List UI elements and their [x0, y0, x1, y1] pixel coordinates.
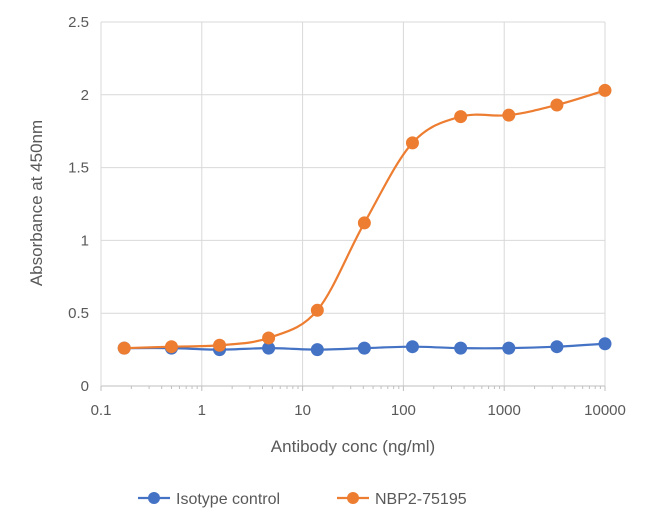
legend-item-nbp2-75195: NBP2-75195: [337, 491, 467, 508]
x-tick-label: 10: [294, 402, 311, 419]
data-point-nbp2-75195: [550, 98, 564, 112]
legend: Isotype control NBP2-75195: [138, 491, 467, 508]
x-tick-label: 0.1: [91, 402, 112, 419]
data-point-nbp2-75195: [262, 331, 276, 345]
y-tick-label: 1: [81, 232, 89, 249]
x-axis-title: Antibody conc (ng/ml): [271, 437, 435, 456]
legend-item-isotype-control: Isotype control: [138, 491, 280, 508]
data-point-nbp2-75195: [454, 110, 468, 124]
y-tick-label: 2: [81, 87, 89, 104]
legend-label: Isotype control: [176, 491, 280, 508]
data-point-isotype-control: [550, 340, 564, 354]
data-point-isotype-control: [454, 341, 468, 355]
legend-label: NBP2-75195: [375, 491, 467, 508]
data-point-nbp2-75195: [502, 108, 516, 122]
x-tick-labels: 0.1 1 10 100 1000 10000: [91, 402, 626, 419]
data-point-nbp2-75195: [598, 83, 612, 97]
y-axis-title: Absorbance at 450nm: [27, 120, 46, 286]
data-point-nbp2-75195: [213, 338, 227, 352]
x-tick-label: 10000: [584, 402, 626, 419]
legend-swatch-marker: [347, 492, 359, 504]
data-point-nbp2-75195: [117, 341, 131, 355]
data-point-isotype-control: [405, 340, 419, 354]
y-tick-labels: 0 0.5 1 1.5 2 2.5: [68, 14, 89, 395]
y-tick-label: 1.5: [68, 160, 89, 177]
y-tick-label: 2.5: [68, 14, 89, 31]
data-point-nbp2-75195: [357, 216, 371, 230]
data-point-isotype-control: [357, 341, 371, 355]
y-tick-label: 0.5: [68, 305, 89, 322]
axes: [100, 22, 606, 391]
legend-swatch-marker: [148, 492, 160, 504]
x-tick-label: 100: [391, 402, 416, 419]
grid-lines: [101, 21, 606, 386]
series-nbp2-75195: [117, 83, 612, 355]
data-point-isotype-control: [502, 341, 516, 355]
data-point-nbp2-75195: [164, 340, 178, 354]
data-point-nbp2-75195: [310, 303, 324, 317]
y-tick-label: 0: [81, 378, 89, 395]
series: [117, 83, 612, 357]
data-point-nbp2-75195: [405, 136, 419, 150]
x-tick-label: 1000: [488, 402, 521, 419]
data-point-isotype-control: [598, 337, 612, 351]
x-tick-label: 1: [198, 402, 206, 419]
data-point-isotype-control: [310, 343, 324, 357]
